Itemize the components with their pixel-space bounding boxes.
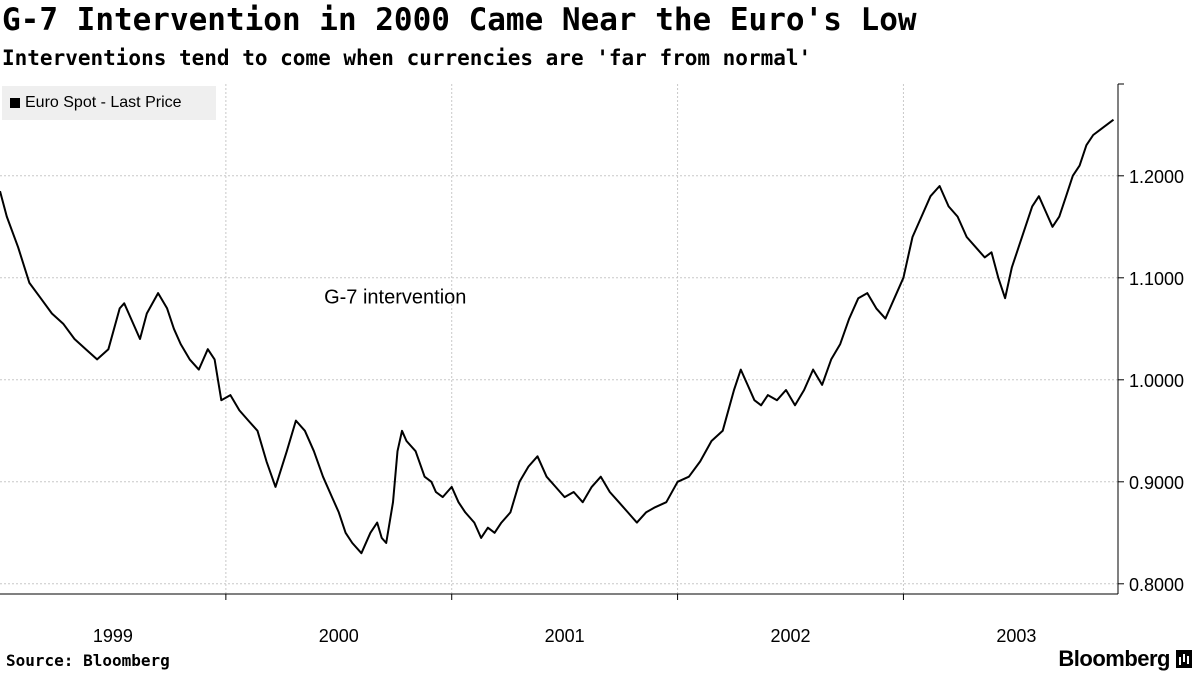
x-tick-label: 2001 [545, 626, 585, 646]
brand-name: Bloomberg [1058, 646, 1170, 671]
legend-label: Euro Spot - Last Price [25, 94, 182, 111]
series-line [0, 118, 1115, 555]
y-tick-label: 1.2000 [1129, 167, 1184, 187]
y-tick-label: 1.0000 [1129, 371, 1184, 391]
chart-title: G-7 Intervention in 2000 Came Near the E… [2, 2, 917, 38]
brand-logo: Bloomberg [1058, 646, 1192, 672]
x-tick-label: 1999 [93, 626, 133, 646]
legend: Euro Spot - Last Price [2, 86, 216, 120]
x-tick-label: 2000 [319, 626, 359, 646]
x-tick-label: 2002 [770, 626, 810, 646]
x-tick-label: 2003 [996, 626, 1036, 646]
y-tick-label: 1.1000 [1129, 269, 1184, 289]
bloomberg-chart-icon [1176, 650, 1192, 668]
y-tick-label: 0.8000 [1129, 575, 1184, 595]
legend-swatch [10, 98, 20, 108]
annotation-label: G-7 intervention [324, 286, 466, 308]
chart-subtitle: Interventions tend to come when currenci… [2, 46, 812, 70]
source-note: Source: Bloomberg [6, 651, 170, 670]
y-tick-label: 0.9000 [1129, 473, 1184, 493]
